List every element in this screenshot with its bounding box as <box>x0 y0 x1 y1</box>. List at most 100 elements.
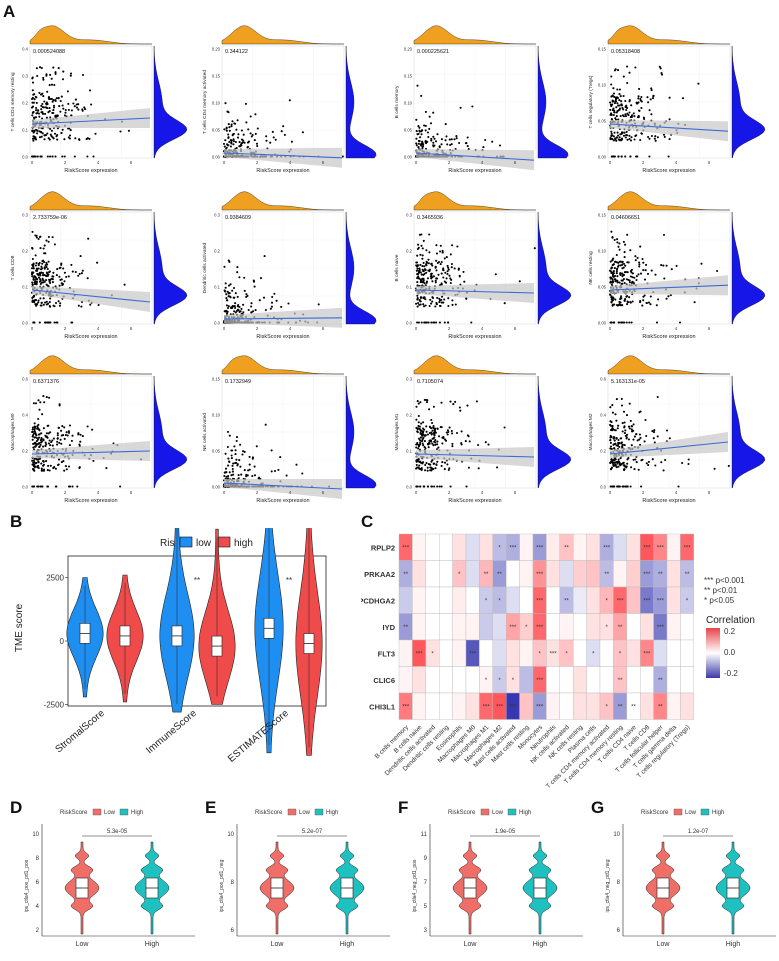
y-axis-label: NK cells resting <box>588 251 594 285</box>
heatmap-cell <box>465 613 480 641</box>
y-tick-label: 0.2 <box>406 413 412 418</box>
scatter-svg: 0.344122 0.00 0.05 0.10 0.15 0.20 0 2 4 6 RiskScor… <box>202 25 377 174</box>
y-axis-label: ips_ctla4_neg_pd1_pos <box>412 859 418 912</box>
heatmap-sig-mark: * <box>498 678 501 684</box>
heatmap-cell <box>438 692 453 720</box>
heatmap-cell <box>680 692 694 720</box>
heatmap-cell <box>425 692 440 720</box>
y-tick-label: 0.15 <box>212 377 221 382</box>
y-tick-label: 7 <box>424 880 428 886</box>
regression-line <box>31 450 151 455</box>
y-density-curve <box>537 375 572 489</box>
heatmap-cell <box>626 666 641 694</box>
x-tick-label: 4 <box>97 160 100 165</box>
colorbar-tick-mid: 0.0 <box>724 648 736 657</box>
heatmap-cell <box>438 613 453 641</box>
heatmap-cell <box>666 639 681 667</box>
heatmap-sig-mark: * <box>592 651 595 657</box>
x-tick-label: 0 <box>223 326 226 331</box>
panel-label-c: C <box>361 512 374 531</box>
y-tick-label: 0 <box>60 637 65 646</box>
y-tick-label: 0.10 <box>212 413 221 418</box>
y-axis-label: Macrophages M1 <box>394 413 400 450</box>
scatter-svg: 0.05318408 0.00 0.05 0.10 0.15 0 2 4 6 RiskScore … <box>588 25 766 174</box>
y-tick-label: 3 <box>424 928 428 934</box>
violin-panel-f: RiskScore Low High 11 9 7 5 3 ips_ctla4_neg_pd1_… <box>408 806 588 956</box>
scatter-svg: 2.733759e-06 0.0 0.1 0.2 0.3 0 2 4 6 RiskScore ex… <box>10 191 188 340</box>
scatter-panel-12: 5.163131e-05 0.0 0.2 0.4 0.6 0 2 4 6 RiskScore ex… <box>586 344 776 509</box>
heatmap-cell <box>640 666 654 694</box>
y-axis-label: T cells CD4 memory activated <box>202 70 208 134</box>
x-tick-label: 6 <box>322 160 325 165</box>
x-tick-label: 4 <box>481 160 484 165</box>
y-axis-label: NK cells activated <box>202 413 208 451</box>
y-tick-label: 0.00 <box>404 155 413 160</box>
colorbar-tick-high: 0.2 <box>724 627 736 636</box>
panel-label-g: G <box>591 798 605 817</box>
x-tick-label: 0 <box>609 326 612 331</box>
scatter-panel-9: 0.6371376 0.0 0.2 0.4 0.6 0 2 4 6 RiskScore expre… <box>8 344 198 509</box>
x-axis-label: RiskScore expression <box>64 334 117 340</box>
x-axis-label: RiskScore expression <box>64 498 117 504</box>
x-tick-label: 4 <box>675 326 678 331</box>
x-tick-label: 0 <box>31 160 34 165</box>
y-tick-label: 0.1 <box>406 285 412 290</box>
x-tick-label: 6 <box>708 326 711 331</box>
x-tick-label: 0 <box>223 490 226 495</box>
legend-low-label: Low <box>492 810 504 816</box>
y-tick-label: 0.4 <box>600 413 606 418</box>
x-tick-label: 2 <box>448 490 451 495</box>
heatmap-sig-mark: *** <box>509 545 517 551</box>
x-tick-label: 4 <box>289 326 292 331</box>
legend-title: RiskScore <box>448 810 476 816</box>
panel-b-violin-chart: Risk low high TME score 500025000-2500 *… <box>10 483 360 786</box>
heatmap-cell <box>626 639 641 667</box>
legend-title: RiskScore <box>641 810 669 816</box>
heatmap-cell <box>546 666 560 694</box>
heatmap-sig-mark: *** <box>657 625 665 631</box>
heatmap-cell <box>465 560 480 588</box>
heatmap-cell <box>425 666 440 694</box>
x-group-label: High <box>340 941 355 948</box>
x-density-curve <box>607 355 730 375</box>
heatmap-cell <box>546 586 560 614</box>
x-tick-label: 6 <box>322 326 325 331</box>
heatmap-cell <box>559 560 574 588</box>
heatmap-sig-mark: *** <box>617 598 625 604</box>
heatmap-cell <box>653 639 668 667</box>
y-tick-label: 2 <box>36 928 40 934</box>
panel-label-d: D <box>10 798 23 817</box>
p-value-label: 0.9384609 <box>225 215 251 221</box>
x-tick-label: 0 <box>415 490 418 495</box>
x-axis-label: RiskScore expression <box>448 168 501 174</box>
y-tick-label: 0.05 <box>212 449 221 454</box>
x-group-label: High <box>726 941 741 948</box>
y-tick-label: 0.00 <box>598 321 607 326</box>
y-tick-label: 10 <box>613 832 620 838</box>
heatmap-cell <box>626 586 641 614</box>
heatmap-sig-mark: ** <box>564 545 569 551</box>
heatmap-sig-mark: *** <box>643 572 651 578</box>
heatmap-sig-mark: *** <box>550 651 558 657</box>
heatmap-cell <box>519 692 534 720</box>
heatmap-row-label: RPLP2 <box>371 543 395 552</box>
x-tick-label: 2 <box>642 490 645 495</box>
heatmap-sig-mark: ** <box>497 572 502 578</box>
x-tick-label: 4 <box>289 160 292 165</box>
colorbar-tick-low: -0.2 <box>724 669 738 678</box>
x-density-curve <box>29 355 152 375</box>
heatmap-cell <box>465 666 480 694</box>
y-axis-label: ips_ctla4_pos_pd1_neg <box>219 859 225 912</box>
heatmap-cell <box>465 586 480 614</box>
heatmap-cell <box>572 666 587 694</box>
legend-high-label: High <box>131 810 143 816</box>
y-tick-label: 0.3 <box>22 74 28 79</box>
x-tick-label: 2 <box>448 326 451 331</box>
confidence-band <box>416 283 534 303</box>
x-group-label: Low <box>271 941 285 948</box>
heatmap-sig-mark: *** <box>469 651 477 657</box>
scatter-svg: 0.9384609 0.0 0.1 0.2 0.3 0 2 4 6 RiskScore expre… <box>202 191 377 340</box>
heatmap-cell <box>438 586 453 614</box>
colorbar <box>706 628 720 678</box>
x-tick-label: 2 <box>448 160 451 165</box>
